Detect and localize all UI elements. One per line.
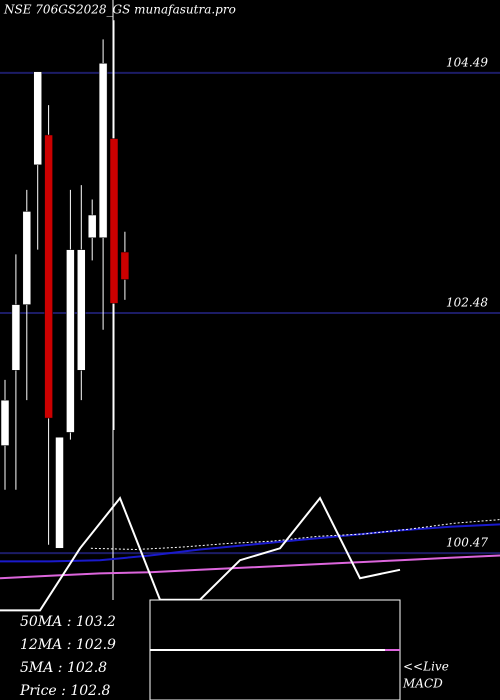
candle-body [109,138,119,304]
candle-body [33,71,42,166]
info-line: 50MA : 103.2 [20,614,116,630]
candle-body [0,399,10,446]
y-tick-label: 100.47 [446,536,488,550]
info-line: Price : 102.8 [19,683,111,699]
candle-body [87,214,97,238]
candle-body [77,249,86,371]
macd-label: MACD [402,677,443,691]
candle-body [44,134,53,419]
live-label: <<Live [403,660,449,674]
info-line: 5MA : 102.8 [20,660,107,676]
chart-title: NSE 706GS2028_GS munafasutra.pro [3,3,236,17]
y-tick-label: 104.49 [446,55,488,69]
candle-body [98,63,108,238]
series-line [0,554,500,580]
candle-body [66,249,75,433]
candle-body [55,436,64,549]
candle-body [22,211,32,305]
y-tick-label: 102.48 [446,295,488,309]
series-line [90,519,500,551]
candle-body [120,251,130,280]
candle-body [11,304,21,371]
series-line [0,523,500,563]
info-line: 12MA : 102.9 [20,637,116,653]
